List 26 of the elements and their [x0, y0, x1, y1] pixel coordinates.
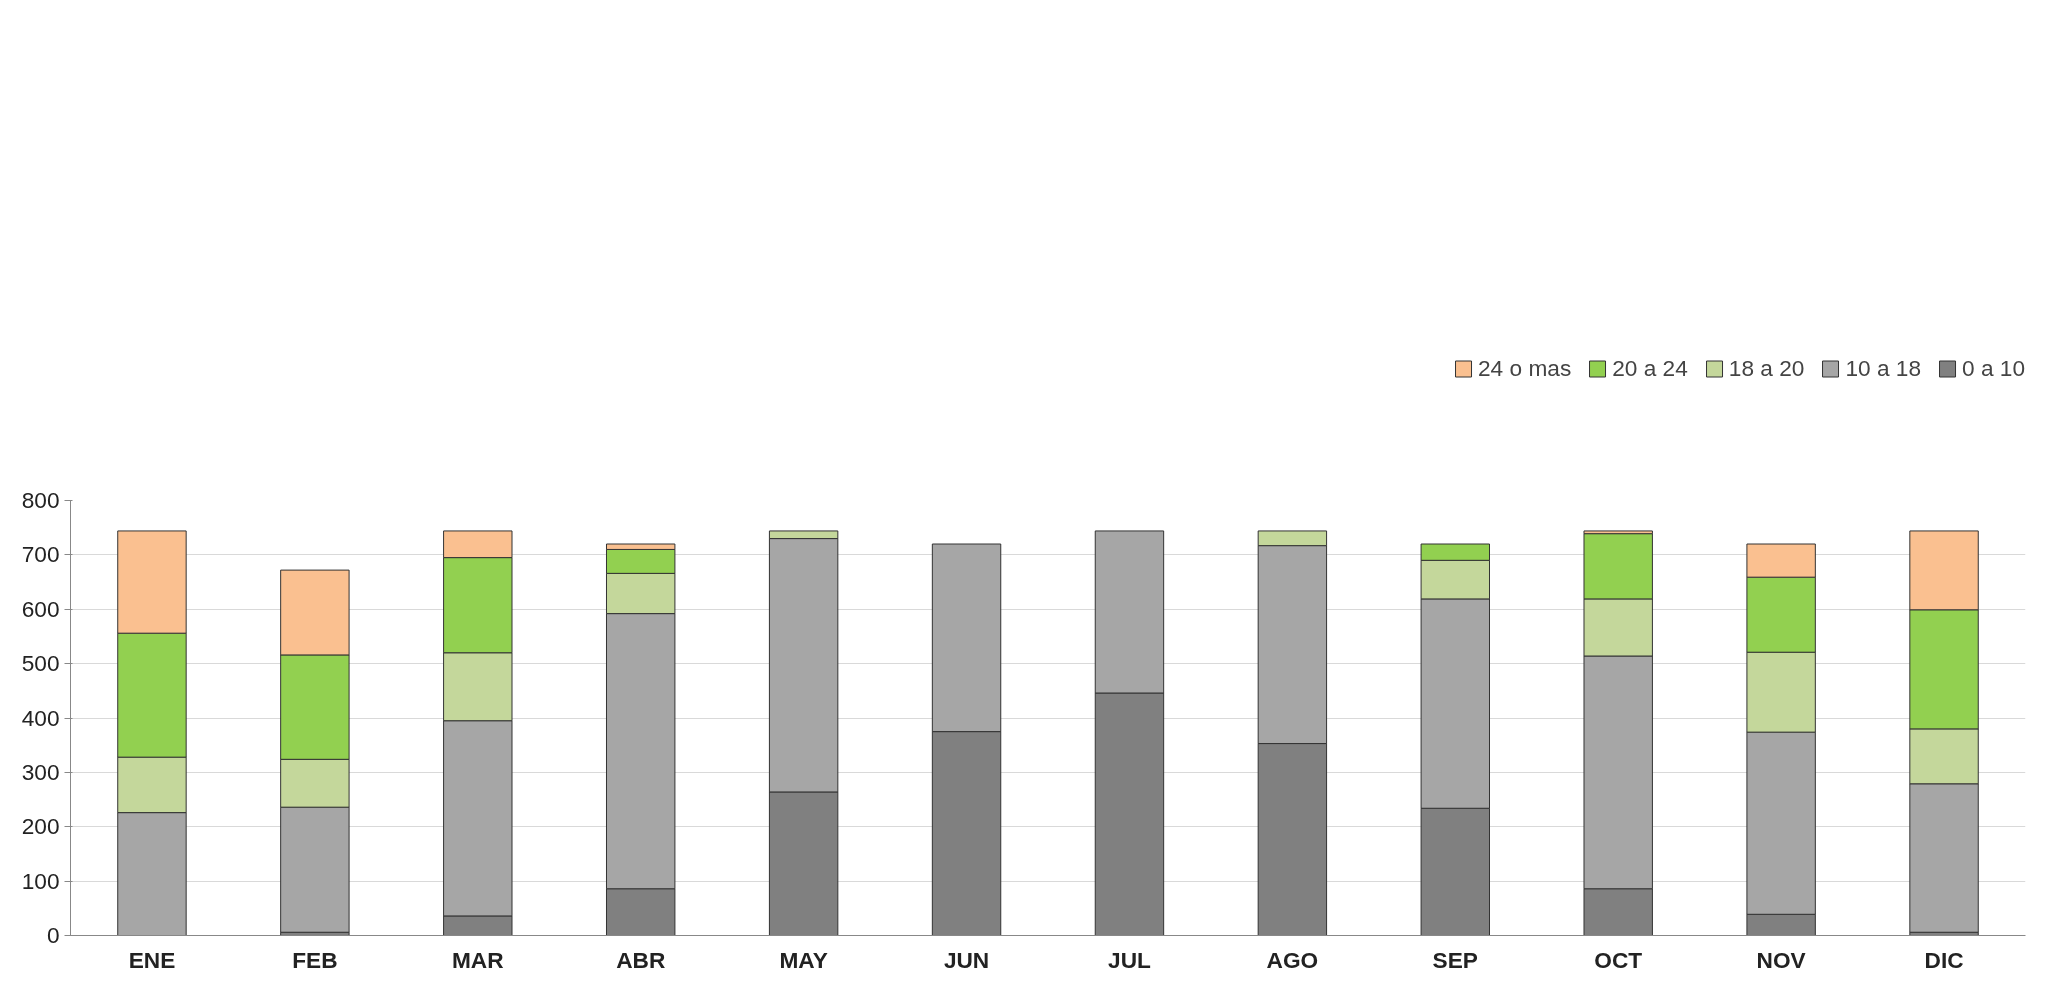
- y-tick-label: 200: [21, 813, 60, 840]
- x-tick-label: NOV: [1756, 946, 1806, 973]
- x-tick-label: MAY: [779, 946, 828, 973]
- x-tick-label: ENE: [128, 946, 176, 973]
- x-tick-label: JUN: [943, 946, 990, 973]
- x-tick-label: AGO: [1266, 946, 1319, 973]
- y-tick-label: 100: [21, 867, 60, 894]
- x-tick-label: SEP: [1432, 946, 1478, 973]
- x-tick-label: DIC: [1924, 946, 1964, 973]
- x-tick-label: MAR: [451, 946, 504, 973]
- y-tick-label: 800: [21, 487, 60, 513]
- y-tick-label: 300: [21, 758, 60, 785]
- y-tick-label: 600: [21, 595, 60, 622]
- x-tick-label: FEB: [292, 946, 338, 973]
- x-tick-label: ABR: [616, 946, 666, 973]
- y-tick-label: 400: [21, 704, 60, 731]
- y-tick-label: 500: [21, 650, 60, 677]
- legend-label: 0 a 10: [1962, 354, 2025, 382]
- legend-label: 24 o mas: [1478, 354, 1572, 382]
- legend-label: 10 a 18: [1845, 354, 1921, 382]
- x-tick-label: JUL: [1108, 946, 1152, 973]
- legend-label: 20 a 24: [1612, 354, 1688, 382]
- y-tick-label: 700: [21, 541, 60, 568]
- legend-label: 18 a 20: [1728, 354, 1805, 382]
- x-tick-label: OCT: [1594, 946, 1643, 973]
- y-tick-label: 0: [46, 922, 60, 948]
